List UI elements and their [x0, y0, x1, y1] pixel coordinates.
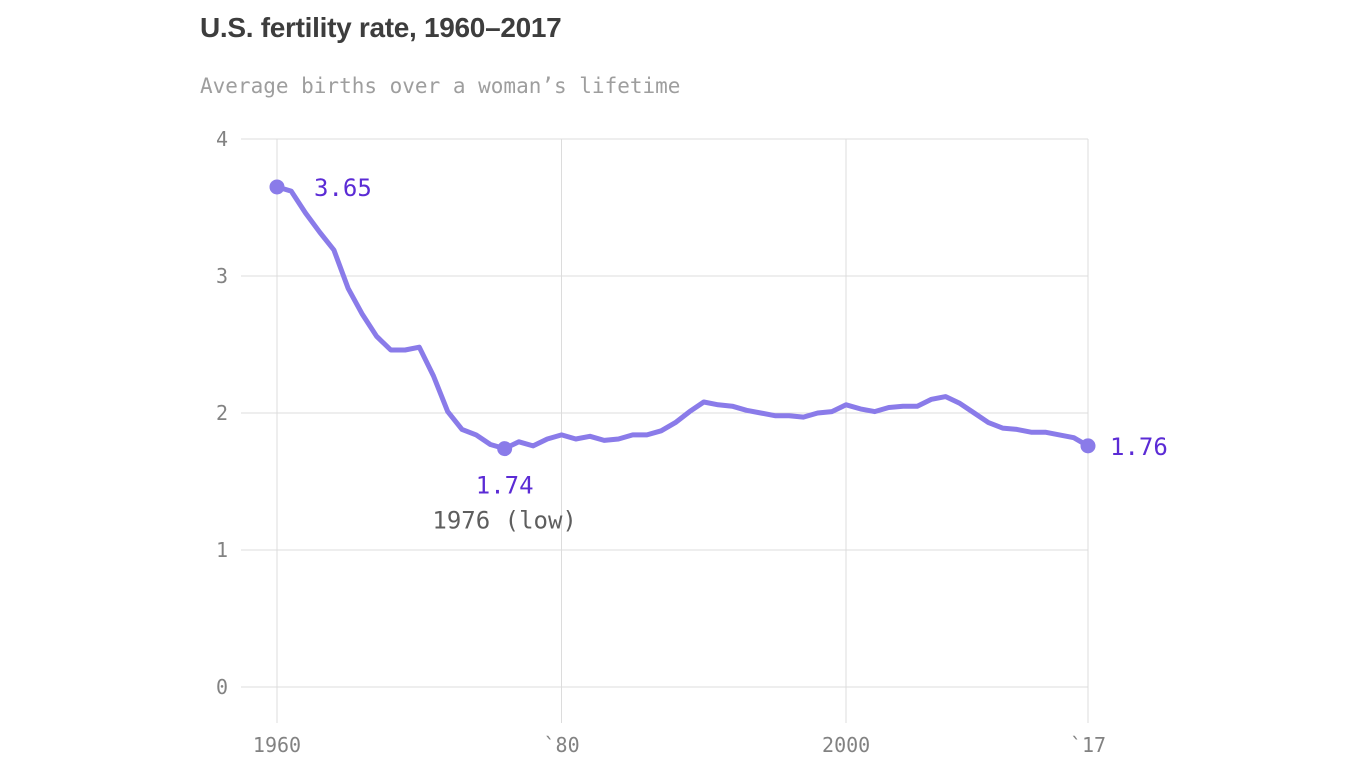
annotation-sub-label: 1976 (low) — [432, 507, 577, 535]
x-tick-label: `80 — [543, 733, 579, 757]
series-layer — [274, 184, 1091, 452]
y-tick-label: 2 — [216, 401, 228, 425]
y-tick-label: 4 — [216, 127, 228, 151]
annotation-value: 3.65 — [314, 174, 372, 202]
annotation-value: 1.76 — [1110, 433, 1168, 461]
annotation-value: 1.74 — [476, 472, 534, 500]
y-tick-label: 3 — [216, 264, 228, 288]
chart-header: U.S. fertility rate, 1960–2017 Average b… — [200, 12, 680, 98]
gridlines-layer: 0 1 2 3 4 1960 `80 2000 `17 — [216, 127, 1106, 757]
y-tick-label: 1 — [216, 538, 228, 562]
y-tick-label: 0 — [216, 675, 228, 699]
fertility-rate-series-line — [274, 184, 1091, 452]
x-tick-label: 2000 — [822, 733, 870, 757]
data-point-marker — [1080, 438, 1096, 454]
x-tick-label: `17 — [1070, 733, 1106, 757]
annotation-layer: 3.65 1.74 1976 (low) 1.76 — [269, 174, 1168, 535]
chart-title: U.S. fertility rate, 1960–2017 — [200, 12, 562, 43]
data-point-marker — [269, 179, 285, 195]
x-tick-label: 1960 — [253, 733, 301, 757]
data-point-marker — [497, 441, 513, 457]
chart-subtitle: Average births over a woman’s lifetime — [200, 74, 681, 98]
